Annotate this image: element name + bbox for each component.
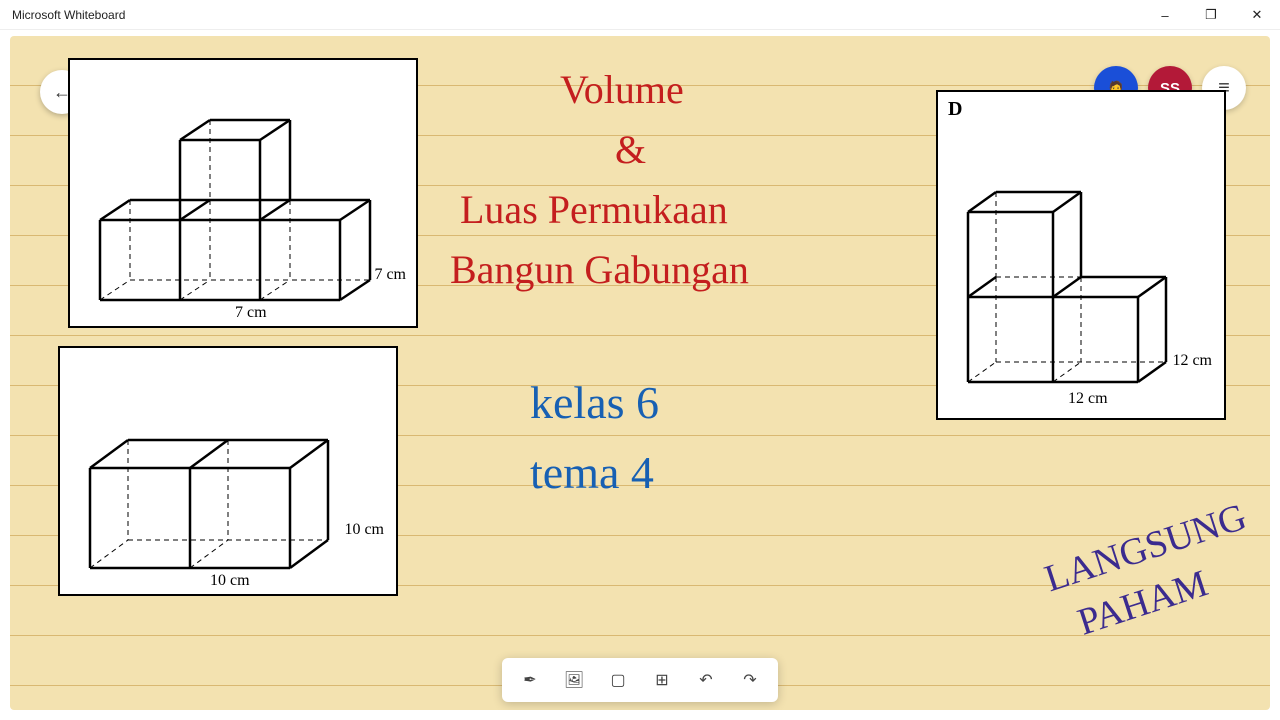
- redo-button[interactable]: ↷: [730, 664, 770, 696]
- figure-3: D: [936, 90, 1226, 420]
- title-line-2: &: [615, 126, 646, 173]
- note-icon: ▢: [610, 670, 625, 690]
- figure-2-side-label: 10 cm: [344, 521, 384, 539]
- note-tool[interactable]: ▢: [598, 664, 638, 696]
- pen-icon: ✒: [523, 670, 536, 690]
- image-icon: 🖼: [564, 670, 584, 690]
- figure-3-side-label: 12 cm: [1172, 352, 1212, 370]
- figure-3-letter: D: [948, 98, 962, 121]
- redo-icon: ↷: [743, 670, 756, 690]
- close-button[interactable]: ✕: [1234, 0, 1280, 30]
- title-line-4: Bangun Gabungan: [450, 246, 749, 293]
- minimize-button[interactable]: –: [1142, 0, 1188, 30]
- figure-1-bottom-label: 7 cm: [235, 304, 267, 322]
- titlebar: Microsoft Whiteboard – ❐ ✕: [0, 0, 1280, 30]
- image-tool[interactable]: 🖼: [554, 664, 594, 696]
- undo-button[interactable]: ↶: [686, 664, 726, 696]
- title-line-1: Volume: [560, 66, 684, 113]
- figure-2-bottom-label: 10 cm: [210, 572, 250, 590]
- app-title: Microsoft Whiteboard: [12, 8, 125, 22]
- add-icon: ⊞: [655, 670, 668, 690]
- pen-tool[interactable]: ✒: [510, 664, 550, 696]
- window-controls: – ❐ ✕: [1142, 0, 1280, 29]
- subtitle-line-2: tema 4: [530, 446, 654, 499]
- title-line-3: Luas Permukaan: [460, 186, 728, 233]
- ffigure-3-bottom-label: 12 cm: [1068, 390, 1108, 408]
- bottom-toolbar: ✒ 🖼 ▢ ⊞ ↶ ↷: [502, 658, 778, 702]
- figure-1-side-label: 7 cm: [374, 266, 406, 284]
- figure-1: 7 cm 7 cm: [68, 58, 418, 328]
- undo-icon: ↶: [699, 670, 712, 690]
- whiteboard-canvas[interactable]: ← 🙍 SS ≡ Volume & Luas Permukaan Bangun …: [10, 36, 1270, 710]
- subtitle-line-1: kelas 6: [530, 376, 659, 429]
- add-tool[interactable]: ⊞: [642, 664, 682, 696]
- maximize-button[interactable]: ❐: [1188, 0, 1234, 30]
- figure-2: 10 cm 10 cm: [58, 346, 398, 596]
